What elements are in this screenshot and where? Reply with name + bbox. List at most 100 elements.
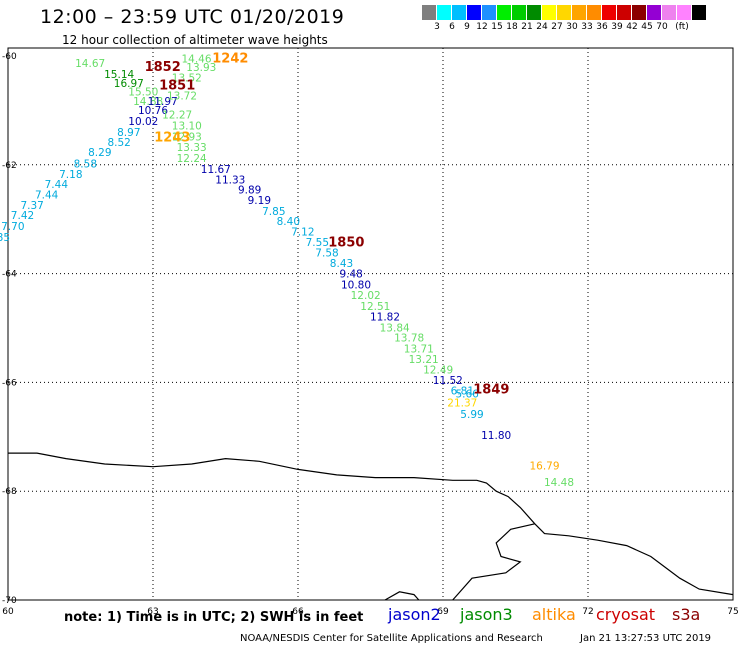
- color-swatch: [422, 5, 437, 20]
- pass-time-label: 1851: [159, 79, 195, 94]
- swh-value-label: 14.88: [133, 96, 163, 108]
- swh-value-label: 7.85: [262, 206, 285, 218]
- swh-value-label: 9.19: [248, 195, 271, 207]
- swh-value-label: 12.27: [162, 110, 192, 122]
- swh-value-label: 14.46: [181, 54, 211, 66]
- color-scale: [422, 5, 707, 20]
- ice-shelf-edge: [452, 523, 535, 601]
- swh-value-label: 9.89: [238, 185, 261, 197]
- pass-time-label: 1243: [154, 130, 190, 145]
- swh-value-label: 7.55: [306, 237, 329, 249]
- color-swatch: [677, 5, 692, 20]
- swh-value-label: 10.76: [138, 105, 168, 117]
- swh-value-label: 13.72: [167, 91, 197, 103]
- legend-item-cryosat: cryosat: [596, 605, 656, 624]
- swh-value-label: 11.80: [481, 430, 511, 442]
- legend-item-altika: altika: [532, 605, 576, 624]
- color-swatch: [542, 5, 557, 20]
- color-swatch: [692, 5, 707, 20]
- color-scale-label: 33: [581, 22, 593, 32]
- lat-tick-label: -66: [2, 378, 17, 388]
- color-scale-label: 39: [611, 22, 623, 32]
- pass-time-label: 1242: [212, 52, 248, 67]
- swh-value-label: 13.93: [186, 62, 216, 74]
- swh-value-label: 11.33: [215, 174, 245, 186]
- pass-time-label: 1850: [328, 235, 364, 250]
- legend-item-s3a: s3a: [672, 605, 701, 624]
- color-swatch: [527, 5, 542, 20]
- coastline: [8, 452, 734, 596]
- swh-value-label: 12.24: [177, 153, 207, 165]
- swh-value-label: 7.70: [1, 221, 24, 233]
- swh-value-label: 13.71: [404, 343, 434, 355]
- lat-tick-label: -64: [2, 270, 17, 280]
- swh-value-label: 7.12: [291, 227, 314, 239]
- color-scale-label: 15: [491, 22, 503, 32]
- swh-value-label: 10.02: [128, 116, 158, 128]
- swh-value-label: 8.40: [277, 216, 300, 228]
- color-scale-labels: 3 6 9 12 15 18 21 24 27 30 33 36 39 42 45 70 (ft): [422, 22, 740, 34]
- swh-value-label: 5.99: [460, 409, 483, 421]
- swh-value-label: 12.49: [423, 365, 453, 377]
- swh-value-label: 7.37: [20, 200, 43, 212]
- color-scale-label: 6: [449, 22, 455, 32]
- color-scale-label: 9: [464, 22, 470, 32]
- legend-item-jason2: jason2: [388, 605, 441, 624]
- lat-tick-label: -62: [2, 161, 17, 171]
- swh-value-label: 13.52: [172, 73, 202, 85]
- swh-value-label: 7.42: [11, 210, 34, 222]
- swh-value-label: 12.51: [360, 301, 390, 313]
- swh-value-label: 13.84: [380, 322, 410, 334]
- swh-value-label: 8.29: [88, 147, 111, 159]
- color-scale-unit: (ft): [675, 22, 689, 32]
- color-swatch: [512, 5, 527, 20]
- swh-value-label: 11.52: [433, 375, 463, 387]
- swh-value-label: 11.67: [201, 164, 231, 176]
- color-scale-label: 36: [596, 22, 608, 32]
- map-frame: [7, 47, 734, 601]
- color-scale-label: 45: [641, 22, 653, 32]
- lon-tick-label: 72: [582, 607, 593, 617]
- credit-text: NOAA/NESDIS Center for Satellite Applica…: [240, 633, 543, 644]
- color-scale-label: 3: [434, 22, 440, 32]
- color-swatch: [437, 5, 452, 20]
- timestamp: Jan 21 13:27:53 UTC 2019: [580, 633, 712, 644]
- swh-value-label: 13.21: [409, 354, 439, 366]
- swh-value-label: 14.67: [75, 58, 105, 70]
- swh-value-label: 11.97: [148, 96, 178, 108]
- lon-tick-label: 75: [727, 607, 738, 617]
- lon-tick-label: 60: [2, 607, 14, 617]
- swh-value-label: 6.81: [451, 385, 474, 397]
- swh-value-label: 10.80: [341, 279, 371, 291]
- lon-tick-label: 63: [147, 607, 158, 617]
- color-scale-label: 27: [551, 22, 563, 32]
- color-swatch: [602, 5, 617, 20]
- swh-value-label: 12.02: [351, 290, 381, 302]
- swh-value-label: 14.48: [544, 477, 574, 489]
- color-swatch: [662, 5, 677, 20]
- lat-tick-label: -70: [2, 596, 17, 606]
- color-scale-label: 70: [656, 22, 668, 32]
- legend-item-jason3: jason3: [460, 605, 513, 624]
- page-title: 12:00 – 23:59 UTC 01/20/2019: [40, 6, 345, 28]
- swh-value-label: 7.58: [315, 248, 338, 260]
- swh-value-label: 8.85: [0, 232, 10, 244]
- swh-value-label: 15.14: [104, 69, 134, 81]
- swh-value-label: 13.10: [172, 120, 202, 132]
- swh-value-label: 16.97: [114, 78, 144, 90]
- color-scale-label: 42: [626, 22, 638, 32]
- color-swatch: [617, 5, 632, 20]
- color-swatch: [452, 5, 467, 20]
- page-subtitle: 12 hour collection of altimeter wave hei…: [62, 33, 328, 47]
- lon-tick-label: 66: [292, 607, 304, 617]
- swh-value-label: 9.48: [339, 268, 362, 280]
- color-scale-label: 12: [476, 22, 488, 32]
- swh-value-label: 8.58: [74, 159, 97, 171]
- color-swatch: [467, 5, 482, 20]
- swh-value-label: 5.66: [455, 389, 479, 401]
- color-swatch: [497, 5, 512, 20]
- swh-value-label: 16.79: [529, 460, 559, 472]
- swh-value-label: 8.43: [330, 258, 353, 270]
- color-swatch: [632, 5, 647, 20]
